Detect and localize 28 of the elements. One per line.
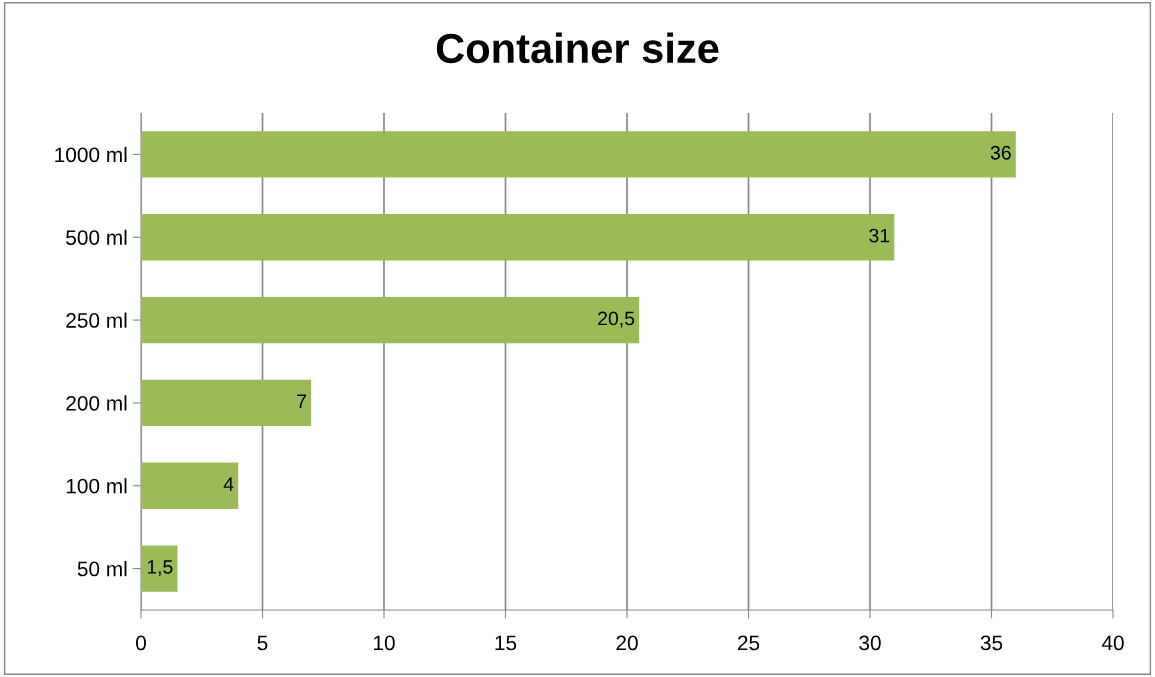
bar [141,379,312,427]
x-tick-label: 35 [980,635,1003,651]
x-tick-label: 10 [374,635,395,651]
x-tick-label: 25 [737,635,760,651]
x-tick-label: 15 [495,635,517,651]
y-tick-label: 250 ml [66,312,127,328]
data-label: 1,5 [147,560,173,577]
y-tick-label: 200 ml [66,395,127,411]
x-tick-label: 20 [616,635,638,651]
bar [141,296,640,344]
x-tick-label: 40 [1101,635,1124,651]
data-label: 36 [990,145,1011,160]
chart-title: Container size [436,32,719,64]
y-tick-label: 50 ml [77,561,127,577]
bar [141,214,895,261]
data-label: 7 [297,394,306,408]
data-label: 4 [223,477,234,491]
bar [141,462,239,509]
x-tick-label: 30 [859,635,881,651]
x-tick-label: 5 [257,635,268,651]
bar [141,545,178,592]
data-label: 31 [869,228,890,243]
y-tick-label: 500 ml [66,229,127,245]
x-tick-label: 0 [136,635,146,651]
data-label: 20,5 [598,311,635,328]
y-tick-label: 1000 ml [55,146,127,163]
bar [141,131,1016,178]
y-tick-label: 100 ml [66,478,127,494]
